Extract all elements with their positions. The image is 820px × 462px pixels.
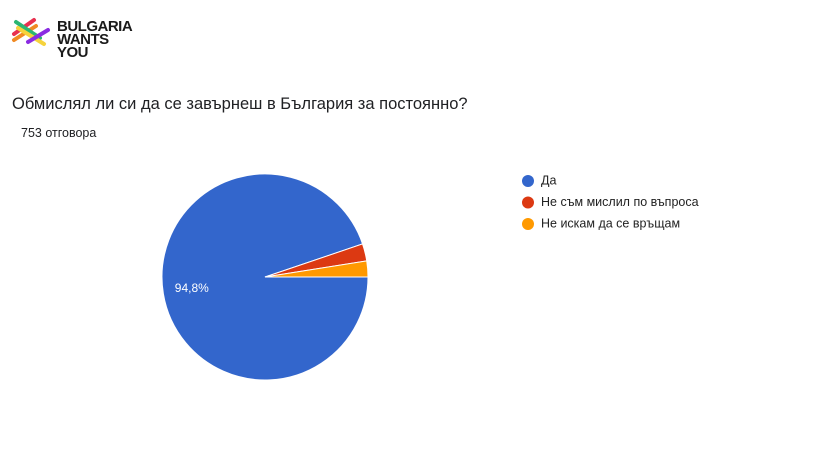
logo-line: BULGARIA (57, 18, 133, 35)
logo-mark (12, 18, 50, 46)
logo-line: YOU (57, 44, 89, 61)
response-count: 753 отговора (21, 126, 97, 140)
legend-marker (522, 175, 534, 187)
legend-marker (522, 218, 534, 230)
legend-label: Не съм мислил по въпроса (541, 195, 699, 209)
legend-label: Не искам да се връщам (541, 216, 680, 230)
question: Обмислял ли си да се завърнеш в България… (12, 95, 468, 113)
pie-slice (264, 260, 369, 278)
legend-marker (522, 196, 534, 209)
legend-label: Да (541, 173, 556, 187)
slice-label: 94,8% (175, 281, 209, 295)
logo-line: WANTS (57, 31, 109, 48)
